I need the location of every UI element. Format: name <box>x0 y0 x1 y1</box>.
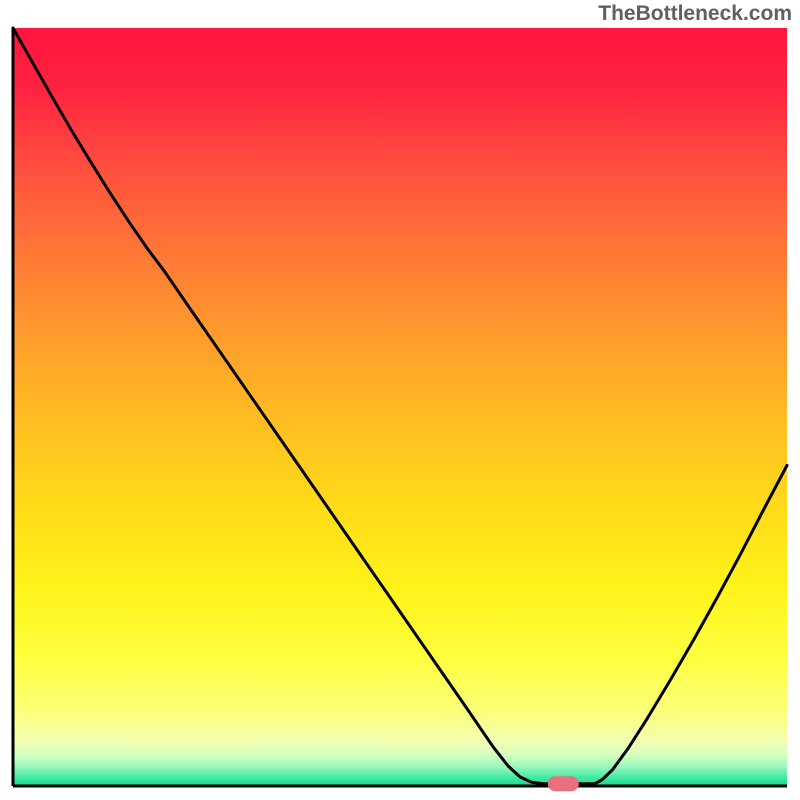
chart-container: TheBottleneck.com <box>0 0 800 800</box>
bottleneck-chart <box>0 0 800 800</box>
optimum-marker <box>548 777 578 791</box>
gradient-background <box>13 28 787 786</box>
watermark-text: TheBottleneck.com <box>598 2 792 26</box>
